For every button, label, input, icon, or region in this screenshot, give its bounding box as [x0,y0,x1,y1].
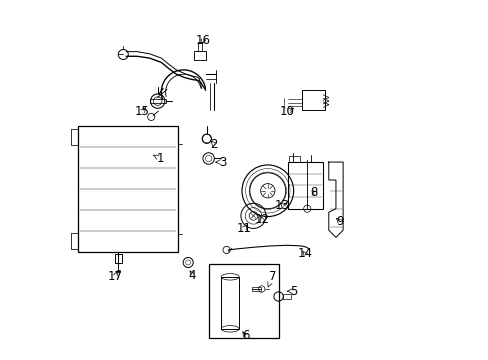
Text: 5: 5 [287,285,297,298]
Bar [287,162,323,209]
Bar [251,287,260,291]
Bar [149,99,165,103]
Text: 12: 12 [254,213,269,226]
Text: 3: 3 [215,156,226,168]
Text: 11: 11 [237,222,251,235]
Text: 7: 7 [267,270,276,287]
Text: 8: 8 [310,186,318,199]
Text: 9: 9 [335,215,343,228]
Text: 14: 14 [297,247,312,260]
Text: 15: 15 [135,105,149,118]
Bar [71,233,78,249]
Text: 4: 4 [188,269,196,282]
Text: 1: 1 [153,152,163,165]
Text: 16: 16 [195,33,210,47]
Bar [221,277,239,329]
Text: 17: 17 [108,270,122,283]
Bar [115,254,122,263]
Text: 13: 13 [275,199,289,212]
Bar [289,156,300,162]
Text: 2: 2 [210,138,217,150]
Bar [71,129,78,145]
Bar [78,126,178,252]
Text: 10: 10 [280,105,294,118]
Text: 6: 6 [242,329,249,342]
Bar [301,90,325,110]
Bar [208,264,278,338]
Bar [283,294,290,299]
